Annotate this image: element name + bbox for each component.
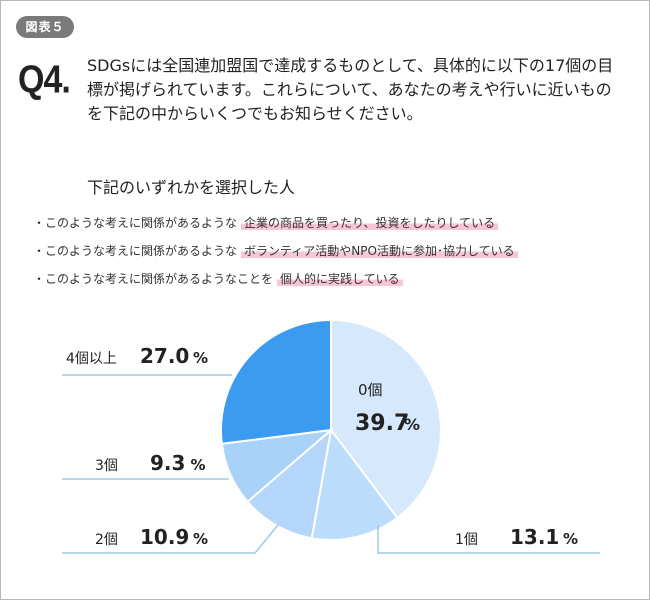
criteria-highlight: 企業の商品を買ったり、投資をしたりしている bbox=[241, 216, 499, 230]
criteria-item: ・このような考えに関係があるような 企業の商品を買ったり、投資をしたりしている bbox=[33, 212, 518, 240]
slice-unit: % bbox=[404, 415, 420, 434]
slice-value-label: 9.3 bbox=[150, 451, 185, 475]
slice-unit: % bbox=[191, 456, 206, 474]
leader-line bbox=[377, 525, 600, 554]
criteria-prefix: ・このような考えに関係があるようなことを bbox=[33, 272, 274, 286]
leader-line bbox=[62, 524, 279, 554]
slice-unit: % bbox=[193, 530, 208, 548]
respondent-filter-title: 下記のいずれかを選択した人 bbox=[87, 178, 296, 197]
slice-unit: % bbox=[193, 349, 208, 367]
question-text: SDGsには全国連加盟国で達成するものとして、具体的に以下の17個の目標が掲げら… bbox=[87, 56, 614, 123]
pie-slice bbox=[310, 427, 399, 541]
criteria-item: ・このような考えに関係があるような ボランティア活動やNPO活動に参加･協力してい… bbox=[33, 240, 518, 268]
criteria-highlight: 個人的に実践している bbox=[277, 272, 403, 286]
slice-unit: % bbox=[563, 530, 578, 548]
slice-value-label: 27.0 bbox=[140, 344, 189, 368]
question-number: Q4. bbox=[18, 58, 71, 102]
criteria-prefix: ・このような考えに関係があるような bbox=[33, 244, 238, 258]
slice-value-label: 10.9 bbox=[140, 525, 189, 549]
slice-label: 4個以上 bbox=[66, 351, 117, 367]
criteria-list: ・このような考えに関係があるような 企業の商品を買ったり、投資をしたりしている ・… bbox=[33, 212, 518, 296]
slice-label: 0個 bbox=[358, 381, 383, 399]
slice-label: 2個 bbox=[95, 532, 118, 548]
pie-slice bbox=[330, 318, 442, 520]
slice-value-label: 13.1 bbox=[510, 525, 559, 549]
criteria-highlight: ボランティア活動やNPO活動に参加･協力している bbox=[241, 244, 518, 258]
slice-label: 1個 bbox=[455, 532, 478, 548]
pie-slice bbox=[246, 427, 333, 540]
slice-value-label: 39.7 bbox=[355, 411, 409, 436]
criteria-prefix: ・このような考えに関係があるような bbox=[33, 216, 238, 230]
criteria-item: ・このような考えに関係があるようなことを 個人的に実践している bbox=[33, 268, 518, 296]
slice-label: 3個 bbox=[95, 458, 118, 474]
pie-slice bbox=[220, 318, 332, 445]
figure-tag: 図表５ bbox=[16, 16, 74, 38]
